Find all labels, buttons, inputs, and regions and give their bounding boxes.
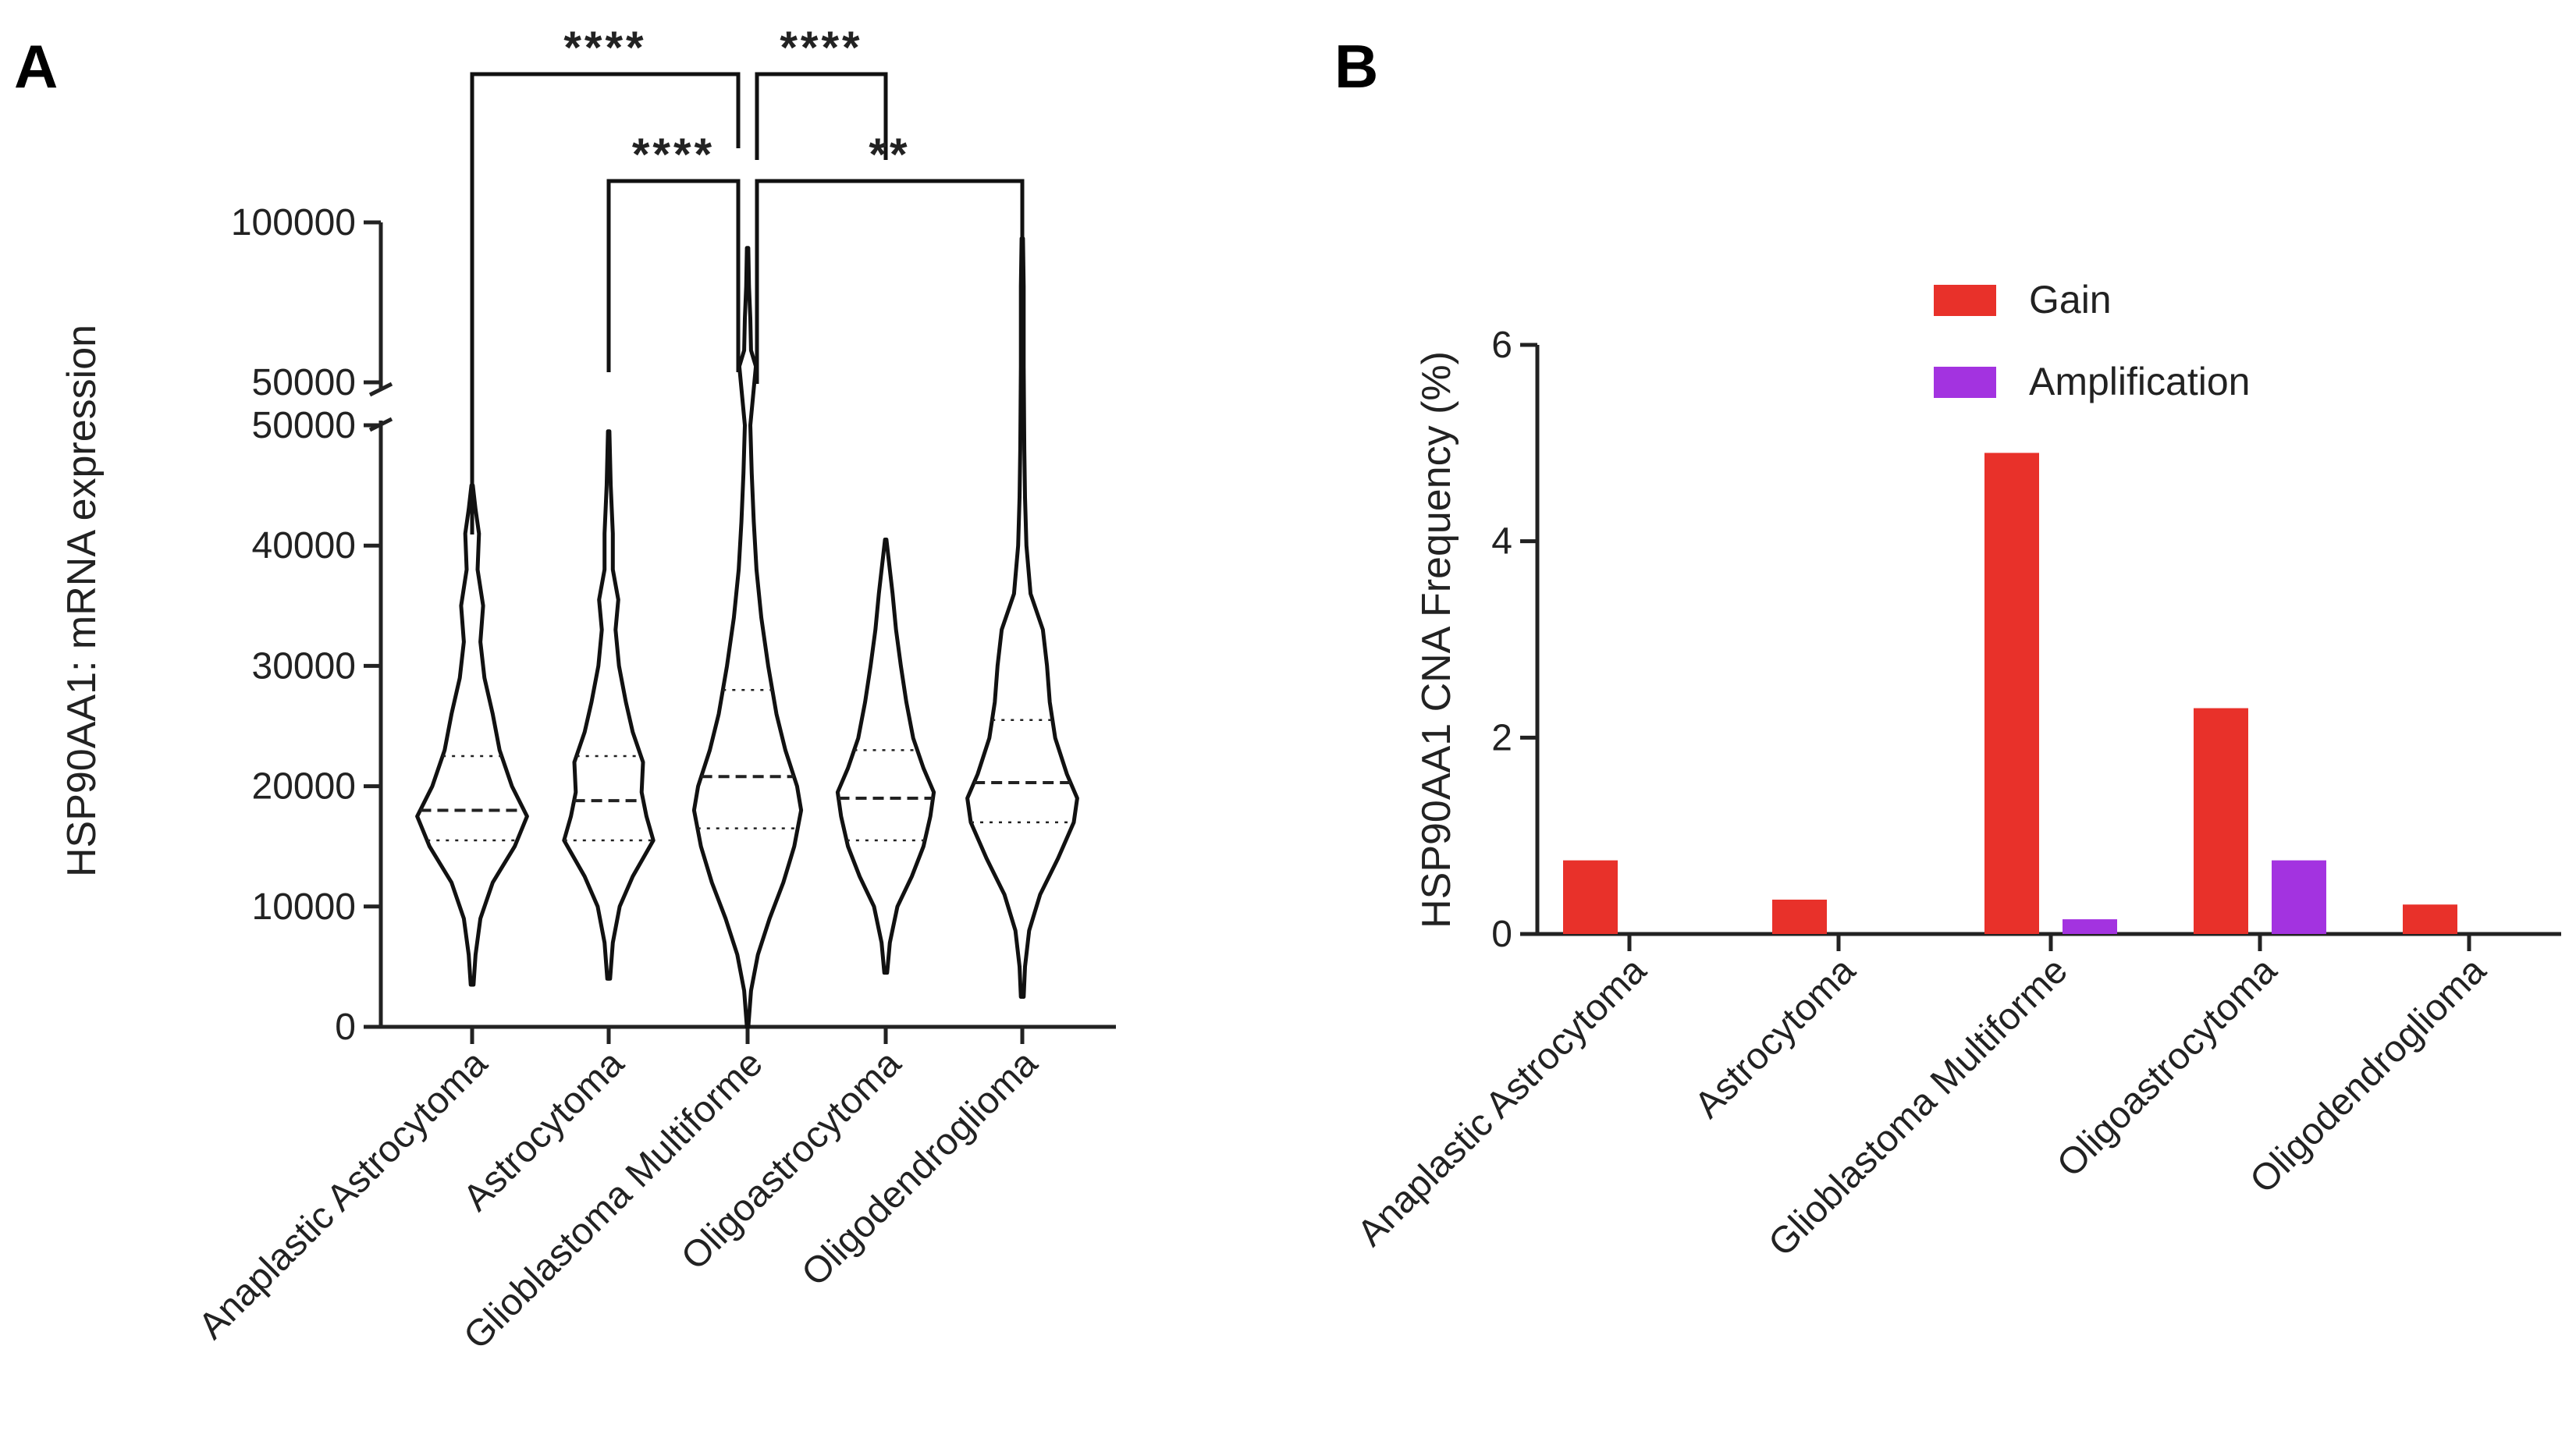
legend-label: Gain xyxy=(2029,278,2112,321)
violin-chart: HSP90AA1: mRNA expression 0 10000 20000 300… xyxy=(59,23,1116,1358)
violin-outline xyxy=(691,246,804,1029)
axis-break-mark xyxy=(368,382,393,397)
bar-amplification-oligoastrocytoma xyxy=(2272,860,2326,934)
bar-x-tick-label: Anaplastic Astrocytoma xyxy=(1350,950,1654,1254)
legend-item-gain: Gain xyxy=(1934,278,2112,321)
violins xyxy=(415,236,1079,1029)
bar-y-tick-label: 6 xyxy=(1491,325,1512,366)
violin-outline xyxy=(835,537,936,975)
violin-outline xyxy=(562,429,656,981)
significance-bracket: **** xyxy=(755,23,888,160)
bar-y-tick-label: 4 xyxy=(1491,521,1512,563)
bar-gain-glioblastoma-multiforme xyxy=(1984,453,2039,934)
significance-line xyxy=(470,72,741,534)
violin-y-tick-label: 50000 xyxy=(252,362,356,403)
significance-line xyxy=(606,179,741,372)
bar-x-tick-label: Oligoastrocytoma xyxy=(2049,950,2285,1185)
significance-label: **** xyxy=(632,130,715,180)
significance-brackets: **** ******** ** xyxy=(470,23,1025,534)
violin-y-tick-label: 100000 xyxy=(231,202,356,243)
violin-anaplastic-astrocytoma xyxy=(415,483,529,987)
significance-bracket: ** xyxy=(755,130,1025,384)
bar-y-tick-label: 2 xyxy=(1491,717,1512,758)
legend-item-amplification: Amplification xyxy=(1934,360,2250,403)
significance-label: **** xyxy=(780,23,862,73)
violin-y-tick-label: 0 xyxy=(335,1007,356,1048)
bars xyxy=(1563,453,2457,934)
violin-glioblastoma-multiforme xyxy=(691,246,804,1029)
panel-b-letter: B xyxy=(1334,32,1378,101)
significance-label: ** xyxy=(869,130,910,180)
bar-x-tick-label: Astrocytoma xyxy=(1687,950,1864,1126)
bar-y-tick-label: 0 xyxy=(1491,914,1512,955)
violin-y-tick-label: 50000 xyxy=(252,405,356,446)
legend-swatch xyxy=(1934,367,1996,398)
violin-y-tick-label: 40000 xyxy=(252,525,356,566)
bar-gain-oligodendroglioma xyxy=(2403,904,2457,934)
bar-chart: HSP90AA1 CNA Frequency (%) 0 2 4 6 Anaplast… xyxy=(1350,278,2561,1265)
legend-label: Amplification xyxy=(2029,360,2250,403)
bar-x-tick-labels: Anaplastic Astrocytoma AstrocytomaGliobla… xyxy=(1350,950,2494,1265)
panel-a-letter: A xyxy=(14,32,58,101)
bar-x-tick-label: Oligodendroglioma xyxy=(2242,950,2494,1202)
violin-y-tick-label: 10000 xyxy=(252,886,356,928)
violin-y-tick-label: 20000 xyxy=(252,766,356,808)
violin-oligoastrocytoma xyxy=(835,537,936,975)
significance-bracket: **** xyxy=(606,130,741,372)
bar-amplification-glioblastoma-multiforme xyxy=(2063,919,2117,934)
legend-swatch xyxy=(1934,285,1996,316)
bar-gain-oligoastrocytoma xyxy=(2194,708,2248,934)
significance-label: **** xyxy=(563,23,646,73)
violin-x-tick-label: Anaplastic Astrocytoma xyxy=(191,1042,496,1347)
violin-astrocytoma xyxy=(562,429,656,981)
significance-line xyxy=(755,179,1025,384)
bar-axes: 0 2 4 6 xyxy=(1491,325,2561,955)
significance-bracket: **** xyxy=(470,23,741,534)
violin-outline xyxy=(415,483,529,987)
violin-x-tick-labels: Anaplastic AstrocytomaAstrocytomaGliobla… xyxy=(191,1042,1046,1358)
violin-y-tick-label: 30000 xyxy=(252,645,356,687)
significance-line xyxy=(755,72,888,160)
violin-y-axis-title: HSP90AA1: mRNA expression xyxy=(59,325,105,877)
violin-x-tick-label: Oligodendroglioma xyxy=(794,1042,1046,1294)
bar-gain-astrocytoma xyxy=(1772,899,1827,934)
bar-gain-anaplastic-astrocytoma xyxy=(1563,860,1618,934)
bar-y-axis-title: HSP90AA1 CNA Frequency (%) xyxy=(1414,351,1459,929)
legend: Gain Amplification xyxy=(1934,278,2250,403)
